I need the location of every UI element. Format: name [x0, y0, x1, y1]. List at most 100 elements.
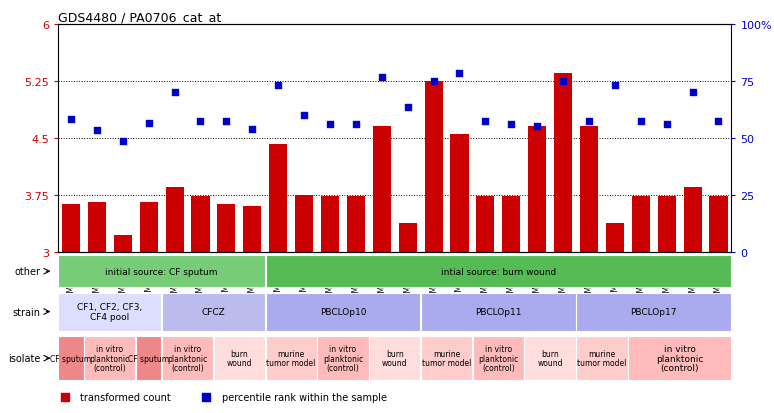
Bar — [525, 337, 576, 380]
Text: murine
tumor model: murine tumor model — [577, 349, 627, 368]
Text: intial source: burn wound: intial source: burn wound — [440, 267, 556, 276]
Bar — [373, 127, 391, 252]
Point — [427, 78, 440, 85]
Bar — [217, 205, 235, 252]
Bar — [58, 293, 162, 331]
Point — [65, 116, 77, 123]
Bar — [265, 337, 317, 380]
Bar — [473, 337, 524, 380]
Bar — [114, 235, 132, 252]
Point — [402, 105, 414, 112]
Text: murine
tumor model: murine tumor model — [266, 349, 316, 368]
Text: in vitro
planktonic
(control): in vitro planktonic (control) — [478, 344, 519, 373]
Bar — [606, 223, 624, 252]
Bar — [502, 197, 520, 252]
Point — [583, 119, 595, 125]
Bar — [347, 197, 365, 252]
Point — [375, 74, 388, 81]
Bar — [476, 197, 495, 252]
Point — [479, 119, 491, 125]
Bar — [424, 82, 443, 252]
Text: CFCZ: CFCZ — [201, 307, 225, 316]
Point — [298, 112, 310, 119]
Bar — [577, 293, 731, 331]
Bar — [136, 337, 162, 380]
Point — [712, 119, 724, 125]
Point — [194, 119, 207, 125]
Bar — [580, 127, 598, 252]
Bar — [58, 337, 84, 380]
Bar — [658, 197, 676, 252]
Bar — [87, 203, 106, 252]
Bar — [421, 293, 576, 331]
Point — [350, 121, 362, 128]
Text: burn
wound: burn wound — [382, 349, 407, 368]
Text: strain: strain — [12, 307, 40, 317]
Bar — [265, 255, 731, 288]
Bar — [683, 188, 702, 252]
Bar — [191, 197, 210, 252]
Bar — [528, 127, 546, 252]
Bar — [317, 337, 368, 380]
Bar — [84, 337, 135, 380]
Bar — [162, 337, 213, 380]
Point — [200, 394, 212, 401]
Bar — [710, 197, 728, 252]
Point — [608, 82, 621, 89]
Bar — [421, 337, 472, 380]
Text: burn
wound: burn wound — [227, 349, 252, 368]
Bar — [243, 206, 262, 252]
Point — [169, 90, 181, 96]
Bar — [321, 197, 339, 252]
Text: in vitro
planktonic
(control): in vitro planktonic (control) — [323, 344, 363, 373]
Point — [324, 121, 336, 128]
Text: transformed count: transformed count — [80, 392, 171, 403]
Bar — [265, 293, 420, 331]
Point — [117, 139, 129, 145]
Bar — [628, 337, 731, 380]
Point — [272, 82, 284, 89]
Point — [142, 120, 155, 126]
Bar — [214, 337, 265, 380]
Point — [91, 128, 103, 134]
Bar — [269, 145, 287, 252]
Text: in vitro
planktonic
(control): in vitro planktonic (control) — [656, 344, 704, 373]
Bar — [139, 203, 158, 252]
Text: CF sputum: CF sputum — [128, 354, 170, 363]
Text: CF1, CF2, CF3,
CF4 pool: CF1, CF2, CF3, CF4 pool — [77, 302, 142, 321]
Bar — [399, 223, 416, 252]
Bar — [62, 205, 80, 252]
Point — [687, 90, 699, 96]
Bar — [450, 135, 468, 252]
Bar — [554, 74, 572, 252]
Text: initial source: CF sputum: initial source: CF sputum — [105, 267, 218, 276]
Point — [59, 394, 71, 401]
Bar — [577, 337, 628, 380]
Point — [454, 71, 466, 77]
Bar — [295, 195, 313, 252]
Text: burn
wound: burn wound — [537, 349, 563, 368]
Bar — [162, 293, 265, 331]
Point — [660, 121, 673, 128]
Text: other: other — [15, 266, 40, 277]
Point — [531, 124, 543, 131]
Text: percentile rank within the sample: percentile rank within the sample — [221, 392, 387, 403]
Text: PBCLOp11: PBCLOp11 — [475, 307, 522, 316]
Text: CF sputum: CF sputum — [50, 354, 91, 363]
Bar — [58, 255, 265, 288]
Point — [557, 78, 570, 85]
Text: in vitro
planktonic
(control): in vitro planktonic (control) — [90, 344, 130, 373]
Text: murine
tumor model: murine tumor model — [422, 349, 471, 368]
Bar — [369, 337, 420, 380]
Point — [246, 126, 259, 133]
Text: PBCLOp17: PBCLOp17 — [631, 307, 677, 316]
Point — [505, 121, 518, 128]
Bar — [632, 197, 650, 252]
Text: isolate: isolate — [9, 353, 40, 363]
Bar — [166, 188, 183, 252]
Point — [635, 119, 647, 125]
Text: PBCLOp10: PBCLOp10 — [320, 307, 366, 316]
Text: in vitro
planktonic
(control): in vitro planktonic (control) — [167, 344, 207, 373]
Point — [220, 119, 232, 125]
Text: GDS4480 / PA0706_cat_at: GDS4480 / PA0706_cat_at — [58, 11, 221, 24]
